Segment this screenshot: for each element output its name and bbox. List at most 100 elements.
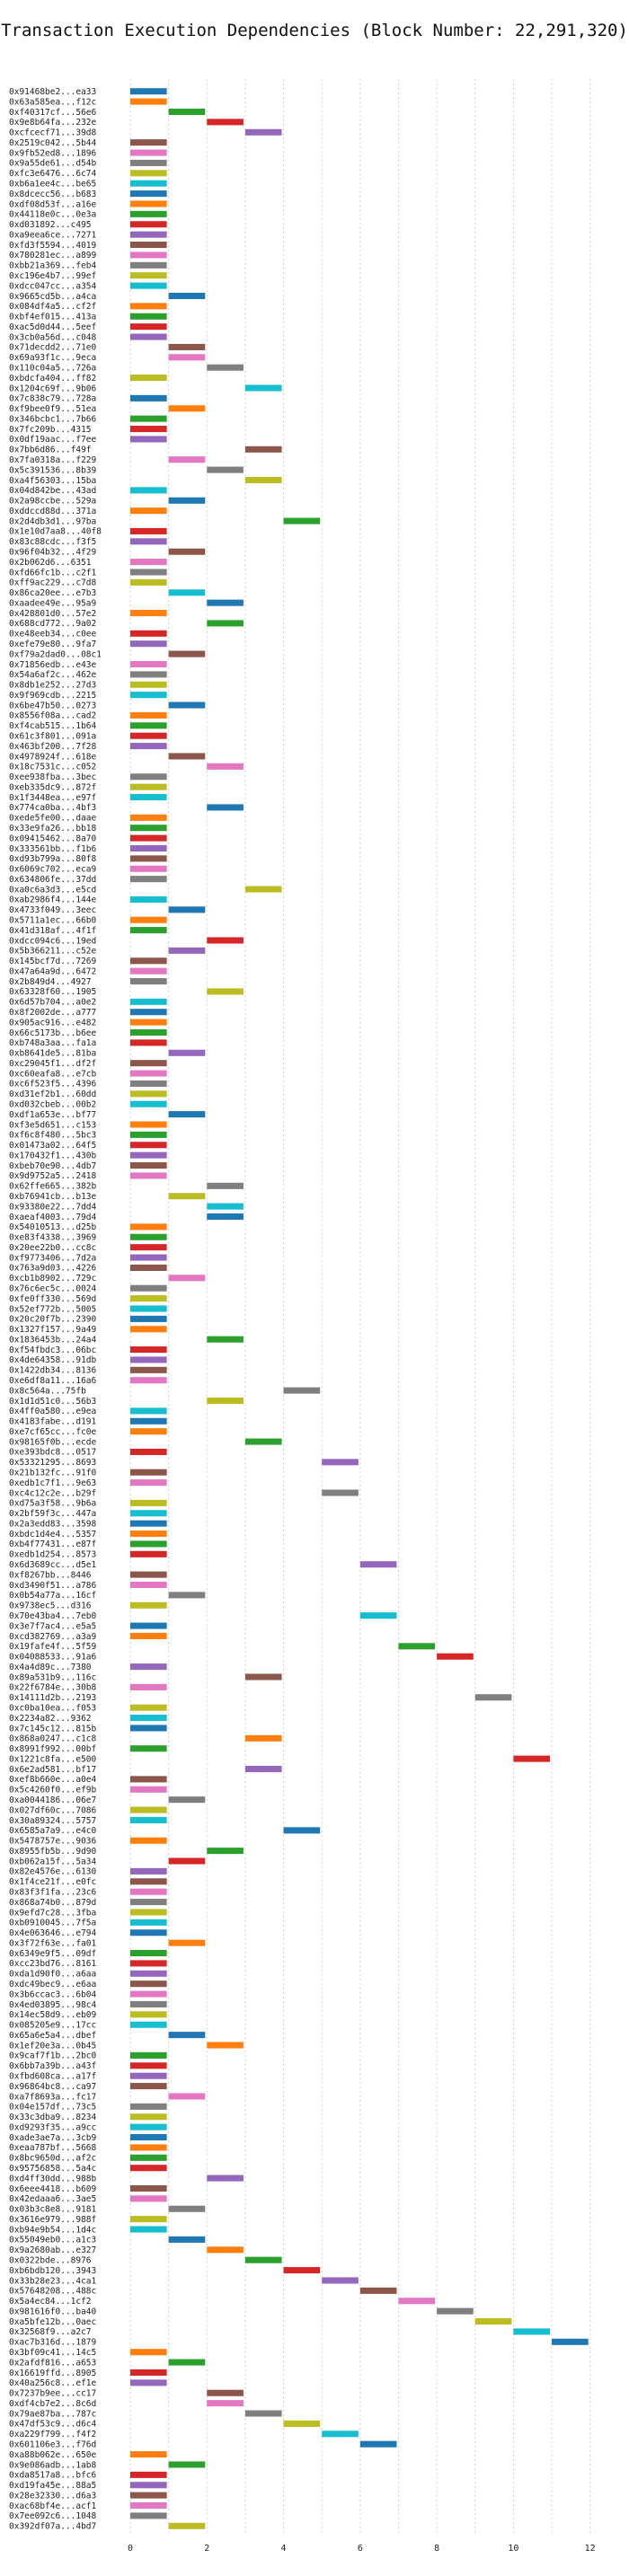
transaction-bar bbox=[168, 589, 206, 596]
x-tick-label: 8 bbox=[434, 2544, 439, 2554]
transaction-label: 0xaeaf4003...79d4 bbox=[9, 1213, 97, 1222]
transaction-label: 0x42edaaa6...3ae5 bbox=[9, 2194, 96, 2204]
transaction-label: 0x0df19aac...f7ee bbox=[9, 435, 97, 445]
transaction-label: 0x110c04a5...726a bbox=[9, 364, 96, 374]
transaction-bar bbox=[130, 957, 167, 965]
transaction-bar bbox=[130, 1479, 167, 1486]
transaction-bar bbox=[168, 2205, 206, 2212]
transaction-bar bbox=[130, 2501, 167, 2510]
transaction-bar bbox=[130, 2226, 167, 2233]
transaction-bar bbox=[283, 1827, 321, 1834]
transaction-label: 0x19fafe4f...5f59 bbox=[9, 1642, 97, 1652]
transaction-label: 0xdf08d53f...a16e bbox=[9, 199, 97, 209]
transaction-label: 0x7c838c79...728a bbox=[9, 394, 96, 404]
transaction-label: 0x2bf59f3c...447a bbox=[9, 1509, 96, 1519]
transaction-bar bbox=[244, 1765, 282, 1773]
transaction-label: 0x8556f08a...cad2 bbox=[9, 711, 96, 721]
transaction-bar bbox=[168, 1592, 206, 1599]
transaction-label: 0x6585a7a9...e4c0 bbox=[9, 1826, 97, 1836]
transaction-bar bbox=[130, 1162, 167, 1169]
transaction-label: 0x69a93f1c...9eca bbox=[9, 353, 96, 363]
transaction-bar bbox=[207, 937, 244, 944]
transaction-bar bbox=[130, 722, 167, 729]
transaction-bar bbox=[130, 1009, 167, 1016]
transaction-bar bbox=[130, 743, 167, 750]
transaction-label: 0x1836453b...24a4 bbox=[9, 1335, 97, 1345]
transaction-label: 0xddccd88d...371a bbox=[9, 507, 96, 516]
transaction-bar bbox=[130, 1704, 167, 1711]
transaction-label: 0x1d1d51c0...56b3 bbox=[9, 1397, 96, 1407]
transaction-label: 0xf8267bb...8446 bbox=[9, 1570, 92, 1580]
transaction-label: 0x47a64a9d...6472 bbox=[9, 966, 96, 976]
transaction-label: 0x2234a82...9362 bbox=[9, 1714, 92, 1724]
transaction-bar bbox=[207, 1397, 244, 1405]
transaction-label: 0xcc23bd76...8161 bbox=[9, 1959, 97, 1969]
transaction-label: 0x52ef772b...5005 bbox=[9, 1304, 96, 1314]
transaction-label: 0x8db1e252...27d3 bbox=[9, 681, 96, 691]
transaction-bar bbox=[130, 1070, 167, 1077]
transaction-label: 0x20c20f7b...2390 bbox=[9, 1315, 97, 1325]
transaction-bar bbox=[130, 640, 167, 648]
transaction-label: 0x33b28e23...4ca1 bbox=[9, 2276, 97, 2286]
transaction-bar bbox=[244, 2410, 282, 2417]
transaction-bar bbox=[130, 2103, 167, 2110]
transaction-bar bbox=[244, 886, 282, 893]
transaction-bar bbox=[130, 1949, 167, 1957]
transaction-bar bbox=[130, 660, 167, 668]
transaction-label: 0x6bb7a39b...a43f bbox=[9, 2061, 96, 2071]
transaction-bar bbox=[130, 2083, 167, 2090]
transaction-label: 0x18c7531c...c052 bbox=[9, 763, 96, 772]
transaction-label: 0x76c6ec5c...0024 bbox=[9, 1284, 97, 1294]
transaction-label: 0xf6c8f480...5bc3 bbox=[9, 1131, 96, 1141]
transaction-bar bbox=[130, 242, 167, 249]
transaction-label: 0x346bcbc1...7b66 bbox=[9, 414, 97, 424]
transaction-label: 0x3b6ccac3...6b04 bbox=[9, 1989, 97, 1999]
transaction-bar bbox=[513, 2328, 551, 2335]
transaction-bar bbox=[130, 916, 167, 923]
transaction-label: 0xb4f77431...e87f bbox=[9, 1539, 96, 1549]
transaction-bar bbox=[168, 650, 206, 657]
transaction-bar bbox=[130, 692, 167, 699]
transaction-bar bbox=[130, 2062, 167, 2069]
transaction-bar bbox=[207, 1848, 244, 1855]
transaction-label: 0x634806fe...37dd bbox=[9, 875, 96, 885]
transaction-label: 0xda8517a8...bfc6 bbox=[9, 2471, 97, 2481]
transaction-bar bbox=[130, 825, 167, 832]
transaction-label: 0x1ef20e3a...0b45 bbox=[9, 2041, 96, 2051]
transaction-label: 0xcb1b8902...729c bbox=[9, 1274, 96, 1284]
transaction-label: 0xac5d0d44...5eef bbox=[9, 322, 96, 332]
transaction-bar bbox=[130, 200, 167, 207]
transaction-label: 0xff9ac229...c7d8 bbox=[9, 578, 97, 588]
transaction-label: 0xd031892...c495 bbox=[9, 220, 92, 230]
transaction-bar bbox=[130, 1100, 167, 1107]
transaction-label: 0xdf4cb7e2...8c6d bbox=[9, 2399, 96, 2409]
transaction-label: 0x5711a1ec...66b0 bbox=[9, 916, 97, 926]
transaction-label: 0xede5fe00...daae bbox=[9, 814, 97, 824]
transaction-label: 0xa4f56303...15ba bbox=[9, 476, 96, 486]
transaction-label: 0xd032cbeb...00b2 bbox=[9, 1100, 96, 1110]
transaction-label: 0x7bb6d86...f49f bbox=[9, 446, 92, 455]
transaction-label: 0xef8b660e...a0e4 bbox=[9, 1775, 97, 1785]
transaction-label: 0x21b132fc...91f0 bbox=[9, 1469, 97, 1478]
transaction-label: 0xb8641de5...81ba bbox=[9, 1049, 96, 1059]
transaction-bar bbox=[130, 538, 167, 545]
transaction-label: 0xfbd608ca...a17f bbox=[9, 2071, 96, 2081]
transaction-bar bbox=[130, 1233, 167, 1240]
transaction-bar bbox=[130, 610, 167, 617]
transaction-label: 0x9efd7c28...3fba bbox=[9, 1908, 96, 1918]
transaction-bar bbox=[130, 1284, 167, 1292]
transaction-bar bbox=[168, 1193, 206, 1200]
transaction-bar bbox=[130, 1223, 167, 1231]
transaction-label: 0x71decdd2...71e0 bbox=[9, 343, 97, 353]
transaction-bar bbox=[130, 1060, 167, 1067]
transaction-label: 0x14111d2b...2193 bbox=[9, 1693, 96, 1703]
transaction-bar bbox=[207, 364, 244, 371]
transaction-label: 0xe48eeb34...c0ee bbox=[9, 630, 97, 640]
transaction-bar bbox=[130, 1131, 167, 1138]
transaction-label: 0xb6a1ee4c...be65 bbox=[9, 179, 96, 189]
transaction-bar bbox=[207, 1203, 244, 1210]
transaction-bar bbox=[130, 98, 167, 105]
transaction-label: 0xd3490f51...a786 bbox=[9, 1581, 97, 1591]
transaction-bar bbox=[130, 711, 167, 719]
